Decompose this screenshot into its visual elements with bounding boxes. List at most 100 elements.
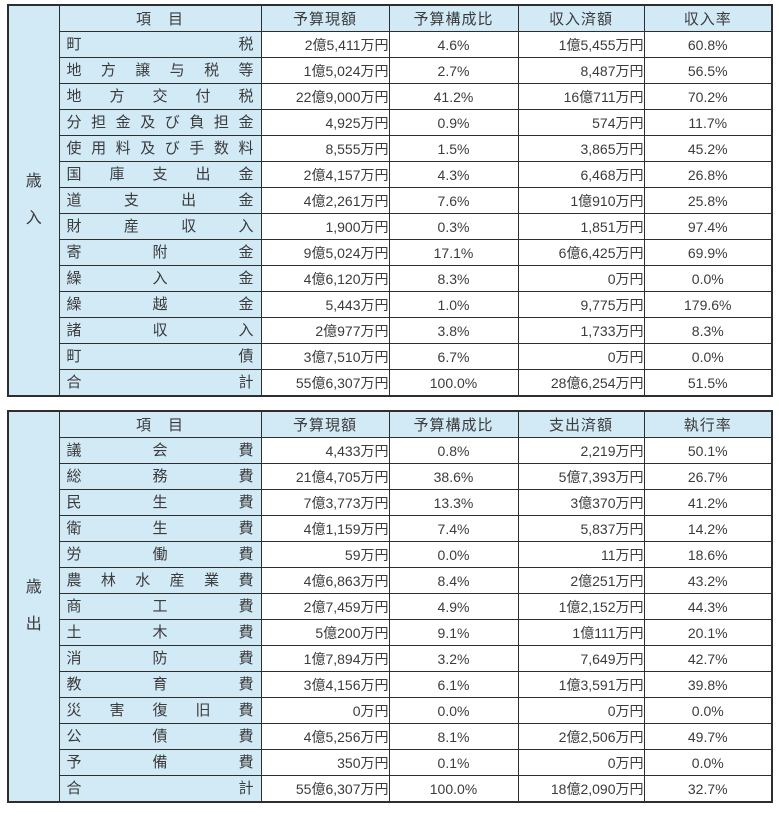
- amount-cell: 574万円: [517, 109, 645, 136]
- table-row: 地方交付税 22億9,000万円 41.2% 16億711万円 70.2%: [8, 83, 773, 110]
- table-row: 災害復旧費 0万円 0.0% 0万円 0.0%: [8, 697, 773, 724]
- table-row: 衛生費 4億1,159万円 7.4% 5,837万円 14.2%: [8, 515, 773, 542]
- composition-cell: 0.0%: [388, 541, 519, 568]
- item-cell: 議会費: [58, 437, 262, 464]
- amount-cell: 7,649万円: [517, 645, 645, 672]
- budget-cell: 350万円: [260, 749, 390, 776]
- amount-cell: 9,775万円: [517, 291, 645, 318]
- col-header-composition: 予算構成比: [388, 4, 519, 32]
- table-row: 農林水産業費 4億6,863万円 8.4% 2億251万円 43.2%: [8, 567, 773, 594]
- budget-cell: 2億977万円: [260, 317, 390, 344]
- composition-cell: 3.8%: [388, 317, 519, 344]
- amount-cell: 6億6,425万円: [517, 239, 645, 266]
- item-cell: 農林水産業費: [58, 567, 262, 594]
- item-cell: 教育費: [58, 671, 262, 698]
- item-label: 使用料及び手数料: [66, 140, 254, 157]
- header-row: 歳入 項 目 予算現額 予算構成比 収入済額 収入率: [7, 4, 773, 397]
- item-label: 総務費: [66, 468, 254, 485]
- table-row: 商工費 2億7,459万円 4.9% 1億2,152万円 44.3%: [8, 593, 773, 620]
- composition-cell: 9.1%: [388, 619, 519, 646]
- amount-cell: 1億111万円: [517, 619, 645, 646]
- item-cell: 消防費: [58, 645, 262, 672]
- budget-cell: 55億6,307万円: [260, 369, 390, 397]
- rate-cell: 44.3%: [643, 593, 773, 620]
- item-label: 繰越金: [66, 296, 254, 313]
- composition-cell: 0.1%: [388, 749, 519, 776]
- rate-cell: 20.1%: [643, 619, 773, 646]
- table-row: 繰入金 4億6,120万円 8.3% 0万円 0.0%: [8, 265, 773, 292]
- budget-cell: 4,925万円: [260, 109, 390, 136]
- rate-cell: 25.8%: [643, 187, 773, 214]
- amount-cell: 2億251万円: [517, 567, 645, 594]
- rate-cell: 0.0%: [643, 697, 773, 724]
- item-label: 公債費: [66, 728, 254, 745]
- amount-cell: 0万円: [517, 343, 645, 370]
- table-row: 地方譲与税等 1億5,024万円 2.7% 8,487万円 56.5%: [8, 57, 773, 84]
- composition-cell: 8.1%: [388, 723, 519, 750]
- composition-cell: 0.8%: [388, 437, 519, 464]
- rate-cell: 56.5%: [643, 57, 773, 84]
- item-label: 土木費: [66, 624, 254, 641]
- composition-cell: 100.0%: [388, 369, 519, 397]
- amount-cell: 16億711万円: [517, 83, 645, 110]
- table-row: 労働費 59万円 0.0% 11万円 18.6%: [8, 541, 773, 568]
- composition-cell: 2.7%: [388, 57, 519, 84]
- rate-cell: 60.8%: [643, 31, 773, 58]
- item-cell: 総務費: [58, 463, 262, 490]
- composition-cell: 1.5%: [388, 135, 519, 162]
- col-header-amount: 収入済額: [517, 4, 645, 32]
- table-row: 合計 55億6,307万円 100.0% 18億2,090万円 32.7%: [8, 775, 773, 803]
- rate-cell: 42.7%: [643, 645, 773, 672]
- item-cell: 町税: [58, 31, 262, 58]
- composition-cell: 7.4%: [388, 515, 519, 542]
- amount-cell: 6,468万円: [517, 161, 645, 188]
- budget-tables: 歳入 項 目 予算現額 予算構成比 収入済額 収入率 町税 2億5,411万円 …: [7, 4, 773, 816]
- table-row: 予備費 350万円 0.1% 0万円 0.0%: [8, 749, 773, 776]
- composition-cell: 0.3%: [388, 213, 519, 240]
- composition-cell: 8.4%: [388, 567, 519, 594]
- amount-cell: 18億2,090万円: [517, 775, 645, 803]
- rate-cell: 69.9%: [643, 239, 773, 266]
- item-label: 寄附金: [66, 244, 254, 261]
- amount-cell: 11万円: [517, 541, 645, 568]
- item-cell: 民生費: [58, 489, 262, 516]
- amount-cell: 1億3,591万円: [517, 671, 645, 698]
- item-cell: 寄附金: [58, 239, 262, 266]
- table-row: 諸収入 2億977万円 3.8% 1,733万円 8.3%: [8, 317, 773, 344]
- composition-cell: 7.6%: [388, 187, 519, 214]
- composition-cell: 3.2%: [388, 645, 519, 672]
- amount-cell: 5,837万円: [517, 515, 645, 542]
- budget-cell: 4億6,863万円: [260, 567, 390, 594]
- item-cell: 道支出金: [58, 187, 262, 214]
- side-label-expenditure: 歳出: [25, 579, 42, 633]
- item-label: 諸収入: [66, 322, 254, 339]
- budget-cell: 2億7,459万円: [260, 593, 390, 620]
- item-label: 議会費: [66, 442, 254, 459]
- amount-cell: 28億6,254万円: [517, 369, 645, 397]
- composition-cell: 100.0%: [388, 775, 519, 803]
- revenue-table: 歳入 項 目 予算現額 予算構成比 収入済額 収入率 町税 2億5,411万円 …: [7, 4, 773, 397]
- composition-cell: 8.3%: [388, 265, 519, 292]
- rate-cell: 179.6%: [643, 291, 773, 318]
- item-cell: 国庫支出金: [58, 161, 262, 188]
- budget-cell: 5,443万円: [260, 291, 390, 318]
- item-label: 道支出金: [66, 192, 254, 209]
- table-row: 国庫支出金 2億4,157万円 4.3% 6,468万円 26.8%: [8, 161, 773, 188]
- col-header-rate: 執行率: [643, 410, 773, 438]
- amount-cell: 8,487万円: [517, 57, 645, 84]
- table-row: 議会費 4,433万円 0.8% 2,219万円 50.1%: [8, 437, 773, 464]
- item-cell: 繰越金: [58, 291, 262, 318]
- rate-cell: 39.8%: [643, 671, 773, 698]
- rate-cell: 0.0%: [643, 749, 773, 776]
- amount-cell: 3,865万円: [517, 135, 645, 162]
- amount-cell: 0万円: [517, 697, 645, 724]
- item-cell: 繰入金: [58, 265, 262, 292]
- expenditure-table: 歳出 項 目 予算現額 予算構成比 支出済額 執行率 議会費 4,433万円 0…: [7, 410, 773, 803]
- item-cell: 分担金及び負担金: [58, 109, 262, 136]
- rate-cell: 0.0%: [643, 265, 773, 292]
- item-label: 財産収入: [66, 218, 254, 235]
- item-cell: 財産収入: [58, 213, 262, 240]
- amount-cell: 0万円: [517, 265, 645, 292]
- item-cell: 合計: [58, 369, 262, 397]
- col-header-budget: 予算現額: [260, 4, 390, 32]
